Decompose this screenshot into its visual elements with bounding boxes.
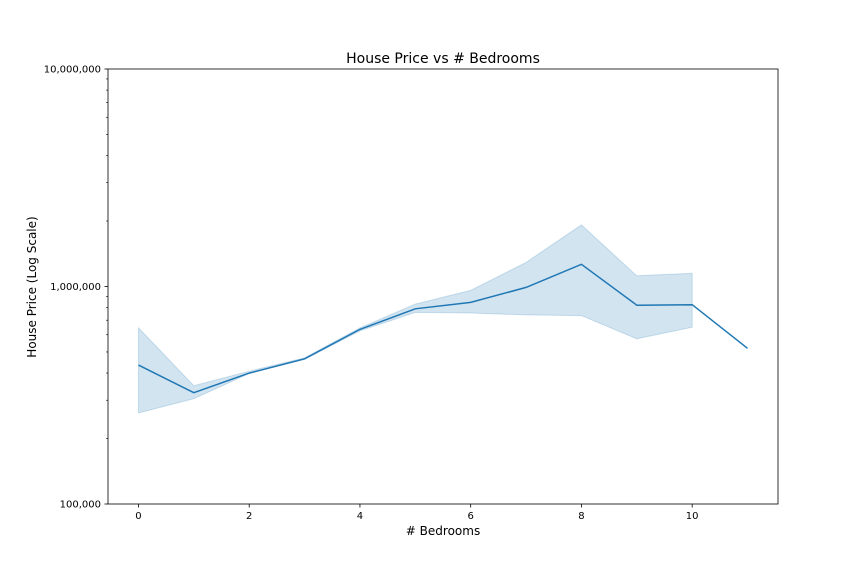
y-axis-label: House Price (Log Scale) <box>25 216 39 357</box>
series-line-layer <box>138 263 749 394</box>
x-axis-label: # Bedrooms <box>406 524 480 538</box>
data-point <box>636 304 638 306</box>
x-tick-label: 0 <box>135 511 141 522</box>
y-tick-label: 10,000,000 <box>44 65 101 76</box>
data-point <box>580 263 582 265</box>
y-tick-label: 100,000 <box>60 500 101 511</box>
x-tick-label: 2 <box>246 511 252 522</box>
chart-title: House Price vs # Bedrooms <box>346 51 540 67</box>
data-point <box>747 347 749 349</box>
data-point <box>525 286 527 288</box>
x-axis-ticks: 0 2 4 6 8 10 <box>135 504 699 522</box>
data-point <box>138 364 140 366</box>
data-point <box>248 372 250 374</box>
data-point <box>414 308 416 310</box>
data-point <box>304 358 306 360</box>
x-tick-label: 4 <box>357 511 363 522</box>
y-tick-label: 1,000,000 <box>50 282 101 293</box>
data-point <box>359 328 361 330</box>
plot-frame <box>107 68 779 505</box>
data-point <box>691 304 693 306</box>
data-point <box>470 301 472 303</box>
x-tick-label: 6 <box>467 511 473 522</box>
series-line <box>138 263 748 394</box>
data-point <box>193 392 195 394</box>
x-tick-label: 8 <box>578 511 584 522</box>
x-tick-label: 10 <box>686 511 699 522</box>
